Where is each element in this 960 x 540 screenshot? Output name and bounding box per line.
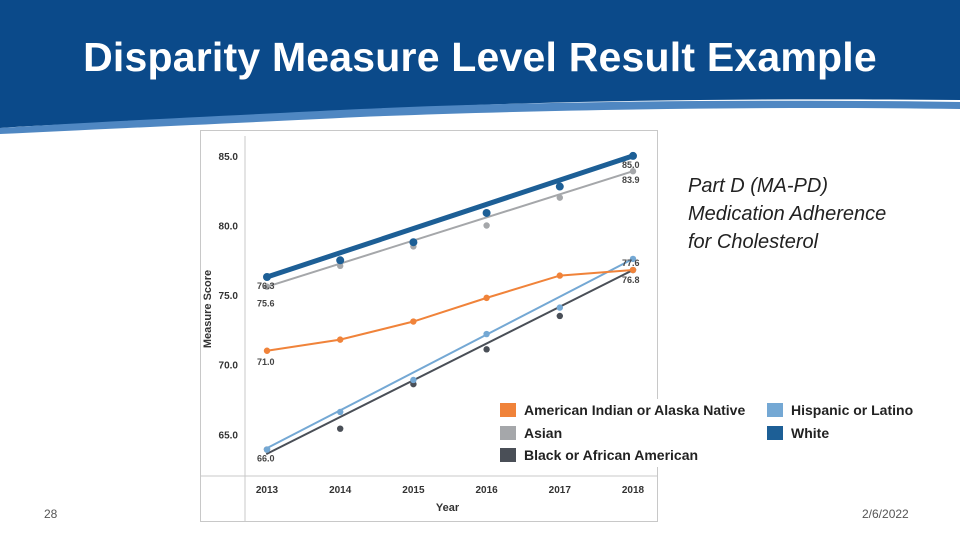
x-tick-label: 2013 [256,485,279,496]
y-tick-label: 70.0 [219,361,239,372]
disparity-line-chart: 85.0 80.0 75.0 70.0 65.0 2013 2014 2015 2016 2017… [200,136,658,521]
american-indian-or-alaska-native-point [263,347,271,354]
hispanic-or-latino-point [629,255,637,263]
slide-page-number: 28 [44,507,58,521]
legend-item: Black or African American [500,447,698,463]
legend-item: Asian [500,425,562,441]
y-tick-label: 80.0 [219,222,239,233]
hispanic-or-latino-point [410,376,417,384]
white-point [409,238,418,247]
american-indian-or-alaska-native-point [410,318,417,325]
legend-label: American Indian or Alaska Native [524,402,746,418]
white-point [263,272,271,281]
slide-title: Disparity Measure Level Result Example [83,34,877,80]
x-tick-label: 2016 [475,485,498,496]
asian-point [556,194,563,201]
white-point [629,151,637,160]
american-indian-or-alaska-native-point [556,272,563,279]
data-label: 66.0 [257,454,275,464]
black-or-african-american-trend-line [266,269,634,455]
data-label: 76.8 [622,275,640,285]
legend-item: Hispanic or Latino [767,402,913,418]
caption-line: for Cholesterol [688,231,819,253]
y-tick-label: 85.0 [219,152,239,163]
black-or-african-american-point [483,346,490,353]
slide-header-banner [0,0,960,135]
white-point [482,208,491,217]
asian-trend-line [266,170,634,288]
data-label: 76.3 [257,281,275,291]
asian-point [263,283,271,290]
white-point [555,182,564,191]
black-or-african-american-point [337,425,344,432]
hispanic-or-latino-point [483,330,490,338]
legend-swatch [500,448,516,462]
data-label: 71.0 [257,357,275,367]
hispanic-or-latino-trend-line [266,257,634,450]
x-axis-label: Year [436,502,460,514]
black-or-african-american-point [556,312,563,320]
white-point [336,256,345,265]
legend-item: American Indian or Alaska Native [500,402,745,418]
y-tick-label: 65.0 [219,430,239,441]
slide-date: 2/6/2022 [862,507,909,521]
american-indian-or-alaska-native-point [337,336,344,343]
american-indian-or-alaska-native-point [629,266,637,274]
caption-line: Part D (MA-PD) [688,175,828,197]
legend-swatch [767,403,783,417]
white-trend-line [264,153,636,280]
hispanic-or-latino-point [263,446,271,453]
data-label: 85.0 [622,160,640,170]
y-axis-label: Measure Score [202,270,214,348]
asian-point [629,168,637,175]
asian-point [337,262,344,270]
legend-swatch [500,403,516,417]
legend-label: Asian [524,425,563,441]
american-indian-or-alaska-native-trend-line [266,269,634,352]
legend-label: Black or African American [524,447,699,463]
legend-swatch [767,426,783,440]
y-tick-label: 75.0 [219,291,239,302]
american-indian-or-alaska-native-point [483,294,490,302]
legend-swatch [500,426,516,440]
header-wave [0,0,960,134]
x-tick-label: 2014 [329,485,352,496]
x-tick-label: 2017 [549,485,572,496]
chart-caption: Part D (MA-PD) Medication Adherence for … [688,172,948,256]
legend-label: Hispanic or Latino [791,402,914,418]
hispanic-or-latino-point [337,408,344,416]
caption-line: Medication Adherence [688,203,887,225]
hispanic-or-latino-point [556,304,563,311]
asian-point [483,222,490,229]
x-tick-label: 2018 [622,485,645,496]
x-tick-label: 2015 [402,485,425,496]
data-label: 83.9 [622,175,640,185]
legend-item: White [767,425,829,441]
chart-legend: American Indian or Alaska Native Hispani… [500,399,930,467]
data-label: 75.6 [257,299,275,309]
data-label: 77.6 [622,258,640,268]
legend-label: White [791,425,830,441]
